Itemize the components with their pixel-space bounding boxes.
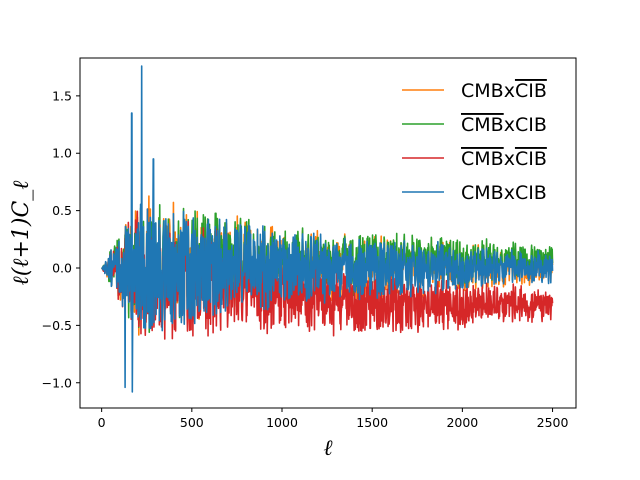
y-tick-label: −0.5 (42, 318, 72, 333)
y-tick-label: 1.0 (52, 146, 72, 161)
legend-entry: CMBxCIB (461, 182, 547, 204)
series-line-cmbxcib (101, 65, 554, 393)
legend-entry: CMBxCIB (461, 114, 547, 136)
y-tick-label: 0.0 (52, 261, 72, 276)
x-tick-label: 2000 (446, 415, 478, 430)
x-tick-label: 2500 (537, 415, 569, 430)
legend: CMBxCIB CMBxCIB CMBxCIB CMBxCIB (402, 80, 547, 204)
x-tick-label: 1000 (266, 415, 298, 430)
y-tick-label: 0.5 (52, 203, 72, 218)
series-layer (101, 65, 554, 393)
y-tick-label: 1.5 (52, 88, 72, 103)
legend-entry: CMBxCIB (461, 148, 547, 170)
y-axis-label: ℓ(ℓ+1)C_ℓ (9, 180, 34, 286)
plot-frame (79, 57, 577, 409)
y-tick-label: −1.0 (42, 375, 72, 390)
x-tick-label: 500 (180, 415, 204, 430)
x-tick-label: 0 (98, 415, 106, 430)
x-axis-label: ℓ (323, 436, 333, 461)
x-tick-label: 1500 (356, 415, 388, 430)
legend-entry: CMBxCIB (461, 80, 547, 102)
ticks-layer: 0 500 1000 1500 2000 2500 −1.0 −0.5 0.0 0.5 1.0 1.5 (42, 88, 569, 430)
